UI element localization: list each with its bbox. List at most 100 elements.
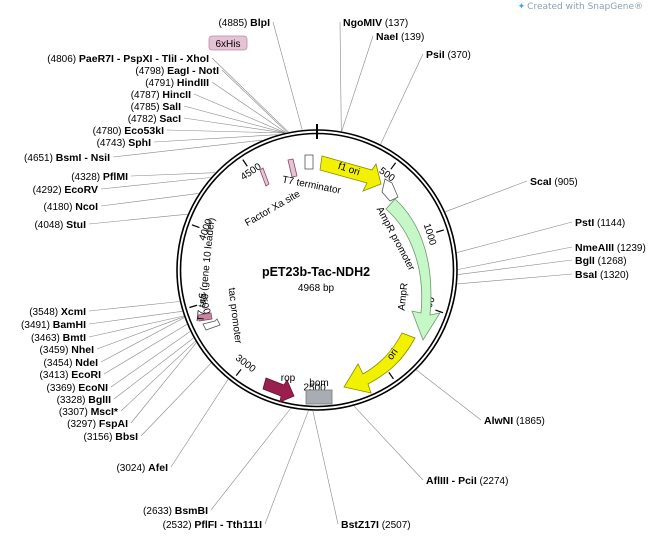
site-leader-left-18 — [100, 317, 185, 363]
site-leader-left-3 — [211, 81, 286, 133]
site-label-left-22[interactable]: (3307) MscI* — [59, 406, 119, 418]
tac-promoter-label: tac promoter — [226, 287, 244, 345]
site-leader-right-10 — [312, 410, 339, 525]
site-leader-left-11 — [100, 177, 211, 190]
site-label-right-10[interactable]: BstZ17I (2507) — [341, 519, 411, 531]
site-leader-left-22 — [120, 341, 196, 412]
his-tag-label: 6xHis — [215, 39, 240, 50]
site-label-left-7[interactable]: (4780) Eco53kI — [93, 125, 164, 137]
site-label-right-9[interactable]: AflIII - PciI (2274) — [426, 475, 508, 487]
site-leader-right-5 — [457, 246, 573, 270]
site-leader-left-4 — [193, 93, 286, 133]
site-leader-left-16 — [88, 315, 184, 338]
site-leader-left-5 — [183, 105, 285, 134]
site-label-right-5[interactable]: NmeAIII (1239) — [575, 242, 646, 254]
site-label-right-3[interactable]: ScaI (905) — [530, 176, 578, 188]
tick-mark-3 — [388, 371, 394, 380]
tac-promoter-arrow — [202, 318, 221, 331]
site-leader-right-7 — [457, 273, 573, 285]
site-leader-left-13 — [88, 213, 188, 225]
restriction-site-labels: NgoMIV (137) NaeI (139)PsiI (370) ScaI (90… — [21, 17, 646, 531]
tick-mark-6 — [189, 304, 198, 309]
ori-label: ori — [385, 347, 400, 362]
site-label-left-16[interactable]: (3463) BmtI — [31, 332, 86, 344]
site-label-left-11[interactable]: (4292) EcoRV — [33, 184, 98, 196]
site-label-left-4[interactable]: (4787) HincII — [131, 89, 191, 101]
site-leader-left-12 — [100, 193, 199, 207]
site-label-left-5[interactable]: (4785) SalI — [131, 101, 181, 113]
site-label-right-2[interactable]: PsiI (370) — [426, 49, 471, 61]
site-leader-right-1 — [341, 35, 374, 132]
site-label-left-10[interactable]: (4328) PflMI — [71, 171, 128, 183]
site-label-left-12[interactable]: (4180) NcoI — [44, 201, 99, 213]
site-leader-left-26 — [210, 408, 291, 511]
tick-mark-7 — [191, 224, 200, 229]
site-label-right-8[interactable]: AlwNI (1865) — [484, 415, 545, 427]
site-leader-right-8 — [416, 369, 482, 421]
bom-feature — [305, 389, 333, 405]
site-label-left-8[interactable]: (4743) SphI — [97, 137, 152, 149]
site-leader-left-17 — [96, 316, 185, 350]
tick-label-8: 4500 — [239, 161, 264, 183]
site-label-right-1[interactable]: NaeI (139) — [376, 31, 424, 43]
site-label-left-18[interactable]: (3454) NdeI — [44, 357, 99, 369]
site-label-left-15[interactable]: (3491) BamHI — [21, 319, 86, 331]
site-leader-left-1 — [211, 57, 289, 133]
site-label-left-26[interactable]: (2633) BsmBI — [143, 505, 208, 517]
snapgene-logo-icon: ✦ — [517, 2, 526, 12]
tick-label-5: 3000 — [233, 353, 258, 376]
rop-arrow — [262, 377, 295, 403]
tick-mark-1 — [436, 229, 444, 233]
site-label-left-23[interactable]: (3297) FspAI — [67, 418, 128, 430]
site-label-left-1[interactable]: (4806) PaeR7I - PspXI - TliI - XhoI — [47, 53, 209, 65]
site-label-left-2[interactable]: (4798) EagI - NotI — [135, 65, 219, 77]
site-label-right-6[interactable]: BglI (1268) — [575, 255, 627, 267]
site-label-left-27[interactable]: (2532) PflFI - Tth111I — [163, 519, 262, 531]
site-label-left-14[interactable]: (3548) XcmI — [29, 306, 86, 318]
site-label-left-17[interactable]: (3459) NheI — [40, 344, 95, 356]
t7-terminator-box — [304, 154, 314, 170]
site-label-left-13[interactable]: (4048) StuI — [34, 219, 86, 231]
site-leader-left-19 — [103, 324, 188, 375]
site-leader-right-6 — [457, 259, 573, 275]
site-label-left-3[interactable]: (4791) HindIII — [145, 77, 209, 89]
f1-ori-arrow — [319, 155, 382, 192]
position-ticks: 50010001500200025003000350040004500 — [189, 159, 444, 403]
site-label-right-0[interactable]: NgoMIV (137) — [343, 17, 408, 29]
site-leader-left-7 — [166, 129, 284, 134]
tick-mark-2 — [435, 309, 444, 314]
bom-label: bom — [309, 378, 328, 389]
factor-xa-site-mark — [287, 158, 298, 178]
site-leader-left-8 — [153, 134, 278, 143]
site-label-right-7[interactable]: BsaI (1320) — [575, 269, 629, 281]
site-leader-right-4 — [456, 221, 573, 253]
site-leader-left-15 — [88, 311, 183, 325]
site-leader-right-2 — [380, 53, 424, 145]
plasmid-name: pET23b-Tac-NDH2 — [262, 265, 370, 279]
site-leader-left-6 — [183, 117, 285, 134]
site-label-left-19[interactable]: (3413) EcoRI — [40, 369, 102, 381]
rop-label: rop — [281, 373, 296, 384]
site-leader-left-21 — [113, 337, 194, 400]
site-leader-left-10 — [130, 172, 215, 177]
site-leader-right-3 — [445, 180, 528, 212]
his-tag-box — [208, 35, 248, 51]
tick-label-4: 2500 — [303, 382, 326, 393]
site-label-left-20[interactable]: (3369) EcoNI — [47, 382, 109, 394]
factor-xa-site-label: Factor Xa site — [243, 188, 302, 229]
ampr-arrow — [385, 198, 441, 341]
site-leader-lines — [88, 21, 573, 525]
site-label-left-6[interactable]: (4782) SacI — [128, 113, 181, 125]
linker-mark — [259, 167, 270, 187]
site-label-right-4[interactable]: PstI (1144) — [575, 217, 625, 229]
watermark-text: Created with SnapGene® — [527, 2, 643, 12]
plasmid-size: 4968 bp — [298, 283, 335, 294]
site-label-left-0[interactable]: (4885) BlpI — [218, 17, 270, 29]
site-label-left-21[interactable]: (3328) BglII — [57, 394, 112, 406]
site-label-left-24[interactable]: (3156) BbsI — [84, 431, 139, 443]
watermark: ✦ Created with SnapGene® — [518, 2, 643, 12]
ampr-label: AmpR — [397, 282, 411, 311]
site-label-left-25[interactable]: (3024) AfeI — [116, 462, 168, 474]
site-leader-right-0 — [339, 21, 342, 132]
site-label-left-9[interactable]: (4651) BsmI - NsiI — [24, 152, 110, 164]
